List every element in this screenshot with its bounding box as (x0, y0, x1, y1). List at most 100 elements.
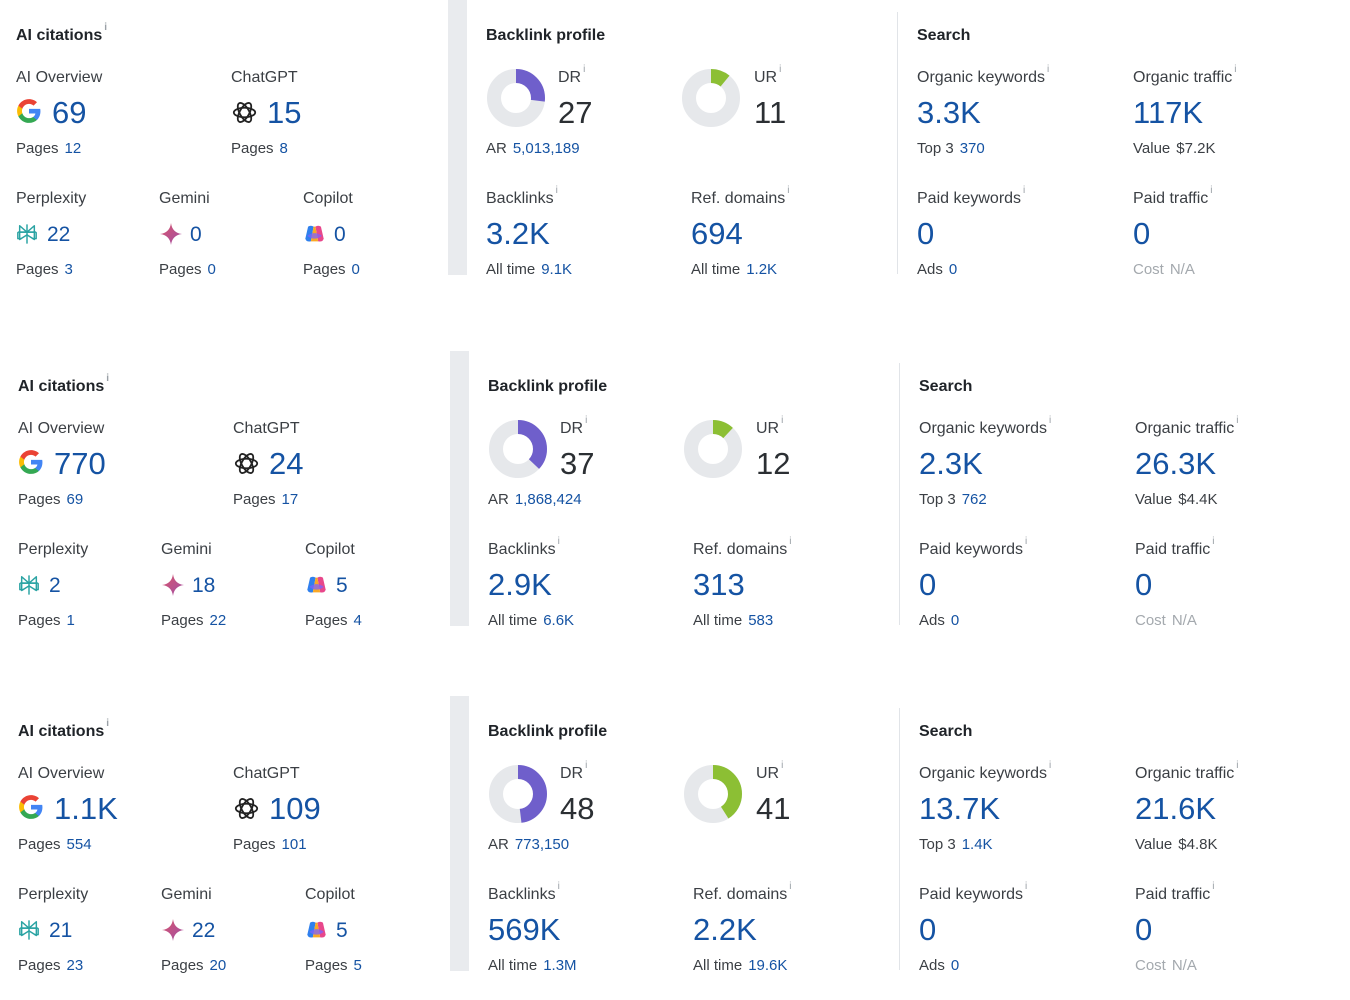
ads-link[interactable]: 0 (948, 261, 958, 278)
info-icon[interactable]: i (1236, 760, 1239, 771)
organic-keywords-value[interactable]: 13.7K (919, 791, 1001, 826)
copilot-pages-link[interactable]: 0 (351, 261, 360, 278)
ai-overview-pages-link[interactable]: 12 (64, 140, 82, 157)
gemini-pages-link[interactable]: 22 (209, 612, 227, 629)
paid-traffic-value[interactable]: 0 (1135, 567, 1153, 602)
backlinks-value[interactable]: 2.9K (488, 567, 552, 602)
info-icon[interactable]: i (789, 881, 792, 892)
backlinks-all-time-link[interactable]: 1.3M (543, 957, 577, 974)
paid-keywords-value[interactable]: 0 (917, 216, 935, 251)
gemini-value[interactable]: 18 (192, 574, 216, 597)
info-icon[interactable]: i (1210, 185, 1213, 196)
chatgpt-value[interactable]: 109 (269, 791, 321, 826)
ref-domains-all-time-link[interactable]: 583 (748, 612, 774, 629)
info-icon[interactable]: i (1025, 536, 1028, 547)
info-icon[interactable]: i (1234, 64, 1237, 75)
info-icon[interactable]: i (104, 22, 108, 33)
gemini-value[interactable]: 22 (192, 919, 216, 942)
ref-domains-value[interactable]: 694 (691, 216, 743, 251)
ads-link[interactable]: 0 (950, 612, 960, 629)
copilot-value[interactable]: 5 (336, 919, 348, 942)
info-icon[interactable]: i (585, 760, 588, 771)
ur-value[interactable]: 11 (754, 95, 787, 130)
backlinks-all-time-link[interactable]: 9.1K (541, 261, 573, 278)
perplexity-value[interactable]: 2 (49, 574, 61, 597)
backlinks-value[interactable]: 3.2K (486, 216, 550, 251)
ai-overview-value[interactable]: 770 (54, 446, 106, 481)
ads-link[interactable]: 0 (950, 957, 960, 974)
info-icon[interactable]: i (557, 881, 560, 892)
chatgpt-value[interactable]: 24 (269, 446, 304, 481)
perplexity-pages-link[interactable]: 3 (64, 261, 73, 278)
perplexity-value[interactable]: 21 (49, 919, 73, 942)
info-icon[interactable]: i (1047, 64, 1050, 75)
paid-keywords-value[interactable]: 0 (919, 567, 937, 602)
info-icon[interactable]: i (1023, 185, 1026, 196)
organic-keywords-value[interactable]: 3.3K (917, 95, 981, 130)
ar-value[interactable]: 1,868,424 (514, 491, 582, 508)
dr-value[interactable]: 27 (558, 95, 593, 130)
paid-keywords-value[interactable]: 0 (919, 912, 937, 947)
info-icon[interactable]: i (779, 64, 782, 75)
gemini-pages-link[interactable]: 20 (209, 957, 227, 974)
info-icon[interactable]: i (557, 536, 560, 547)
info-icon[interactable]: i (585, 415, 588, 426)
dr-value[interactable]: 37 (560, 446, 595, 481)
dr-value[interactable]: 48 (560, 791, 595, 826)
traffic-value: $4.8K (1178, 836, 1218, 853)
ref-domains-all-time-link[interactable]: 19.6K (748, 957, 788, 974)
ur-value[interactable]: 12 (756, 446, 791, 481)
chatgpt-pages-link[interactable]: 17 (281, 491, 299, 508)
info-icon[interactable]: i (106, 718, 110, 729)
organic-keywords-value[interactable]: 2.3K (919, 446, 983, 481)
info-icon[interactable]: i (781, 760, 784, 771)
copilot-value[interactable]: 0 (334, 223, 346, 246)
ai-overview-pages-link[interactable]: 554 (66, 836, 92, 853)
ref-domains-all-time-link[interactable]: 1.2K (746, 261, 778, 278)
copilot-pages-link[interactable]: 5 (353, 957, 362, 974)
ai-overview-value[interactable]: 69 (52, 95, 87, 130)
chatgpt-pages-link[interactable]: 8 (279, 140, 288, 157)
top3-link[interactable]: 762 (961, 491, 987, 508)
backlinks-all-time-link[interactable]: 6.6K (543, 612, 575, 629)
pages-label: Pages (233, 491, 276, 508)
organic-traffic-value[interactable]: 26.3K (1135, 446, 1217, 481)
organic-traffic-value[interactable]: 21.6K (1135, 791, 1217, 826)
organic-traffic-value[interactable]: 117K (1133, 95, 1204, 130)
organic-keywords-label-text: Organic keywords (919, 765, 1048, 782)
info-icon[interactable]: i (1212, 536, 1215, 547)
ref-domains-value[interactable]: 2.2K (693, 912, 757, 947)
perplexity-value[interactable]: 22 (47, 223, 71, 246)
info-icon[interactable]: i (787, 185, 790, 196)
paid-traffic-value[interactable]: 0 (1133, 216, 1151, 251)
perplexity-pages-link[interactable]: 23 (66, 957, 84, 974)
perplexity-pages-link[interactable]: 1 (66, 612, 75, 629)
copilot-pages-link[interactable]: 4 (353, 612, 362, 629)
backlinks-value[interactable]: 569K (488, 912, 561, 947)
copilot-value[interactable]: 5 (336, 574, 348, 597)
top3-link[interactable]: 1.4K (961, 836, 993, 853)
info-icon[interactable]: i (1236, 415, 1239, 426)
ar-value[interactable]: 773,150 (514, 836, 570, 853)
info-icon[interactable]: i (781, 415, 784, 426)
ai-overview-pages-link[interactable]: 69 (66, 491, 84, 508)
gemini-value[interactable]: 0 (190, 223, 202, 246)
info-icon[interactable]: i (583, 64, 586, 75)
ur-value[interactable]: 41 (756, 791, 791, 826)
info-icon[interactable]: i (1212, 881, 1215, 892)
gemini-pages-link[interactable]: 0 (207, 261, 216, 278)
info-icon[interactable]: i (555, 185, 558, 196)
top3-link[interactable]: 370 (959, 140, 985, 157)
ar-value[interactable]: 5,013,189 (512, 140, 580, 157)
info-icon[interactable]: i (1049, 415, 1052, 426)
chatgpt-pages-link[interactable]: 101 (281, 836, 307, 853)
paid-traffic-value[interactable]: 0 (1135, 912, 1153, 947)
ref-domains-value[interactable]: 313 (693, 567, 745, 602)
info-icon[interactable]: i (1025, 881, 1028, 892)
chatgpt-value[interactable]: 15 (267, 95, 302, 130)
info-icon[interactable]: i (106, 373, 110, 384)
organic-keywords-label: Organic keywords i (919, 415, 1051, 438)
info-icon[interactable]: i (789, 536, 792, 547)
ai-overview-value[interactable]: 1.1K (54, 791, 118, 826)
info-icon[interactable]: i (1049, 760, 1052, 771)
